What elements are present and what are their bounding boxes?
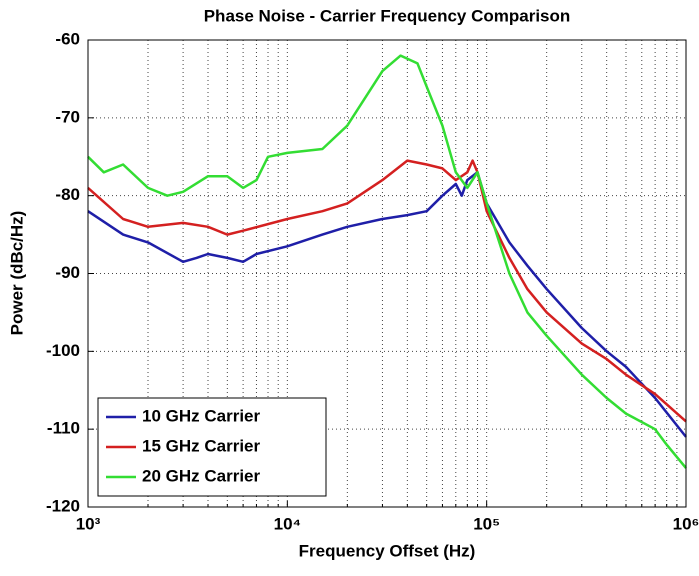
x-tick-label: 10⁵ — [473, 514, 500, 533]
y-tick-label: -100 — [46, 341, 80, 360]
y-tick-label: -110 — [47, 419, 80, 438]
x-tick-label: 10⁴ — [274, 514, 301, 533]
y-tick-label: -80 — [55, 185, 80, 204]
y-tick-label: -120 — [46, 496, 80, 515]
series-line — [87, 159, 687, 423]
y-tick-label: -90 — [55, 263, 80, 282]
series-line — [87, 171, 687, 438]
series-line — [87, 54, 687, 469]
y-tick-label: -60 — [55, 29, 80, 48]
legend-label: 15 GHz Carrier — [142, 436, 260, 455]
legend-label: 20 GHz Carrier — [142, 466, 260, 485]
chart-title: Phase Noise - Carrier Frequency Comparis… — [204, 6, 571, 25]
y-axis-label: Power (dBc/Hz) — [7, 211, 26, 336]
x-tick-label: 10³ — [76, 514, 101, 533]
x-tick-label: 10⁶ — [673, 514, 699, 533]
x-axis-label: Frequency Offset (Hz) — [299, 541, 476, 560]
y-tick-label: -70 — [55, 107, 80, 126]
plot-frame — [87, 39, 687, 508]
legend-label: 10 GHz Carrier — [142, 406, 260, 425]
legend: 10 GHz Carrier 15 GHz Carrier 20 GHz Carri… — [97, 397, 327, 497]
